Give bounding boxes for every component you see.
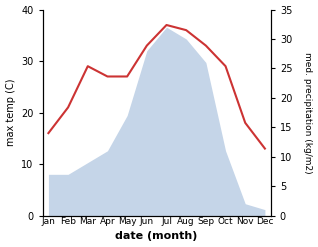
Y-axis label: max temp (C): max temp (C) <box>5 79 16 146</box>
X-axis label: date (month): date (month) <box>115 231 198 242</box>
Y-axis label: med. precipitation (kg/m2): med. precipitation (kg/m2) <box>303 52 313 173</box>
